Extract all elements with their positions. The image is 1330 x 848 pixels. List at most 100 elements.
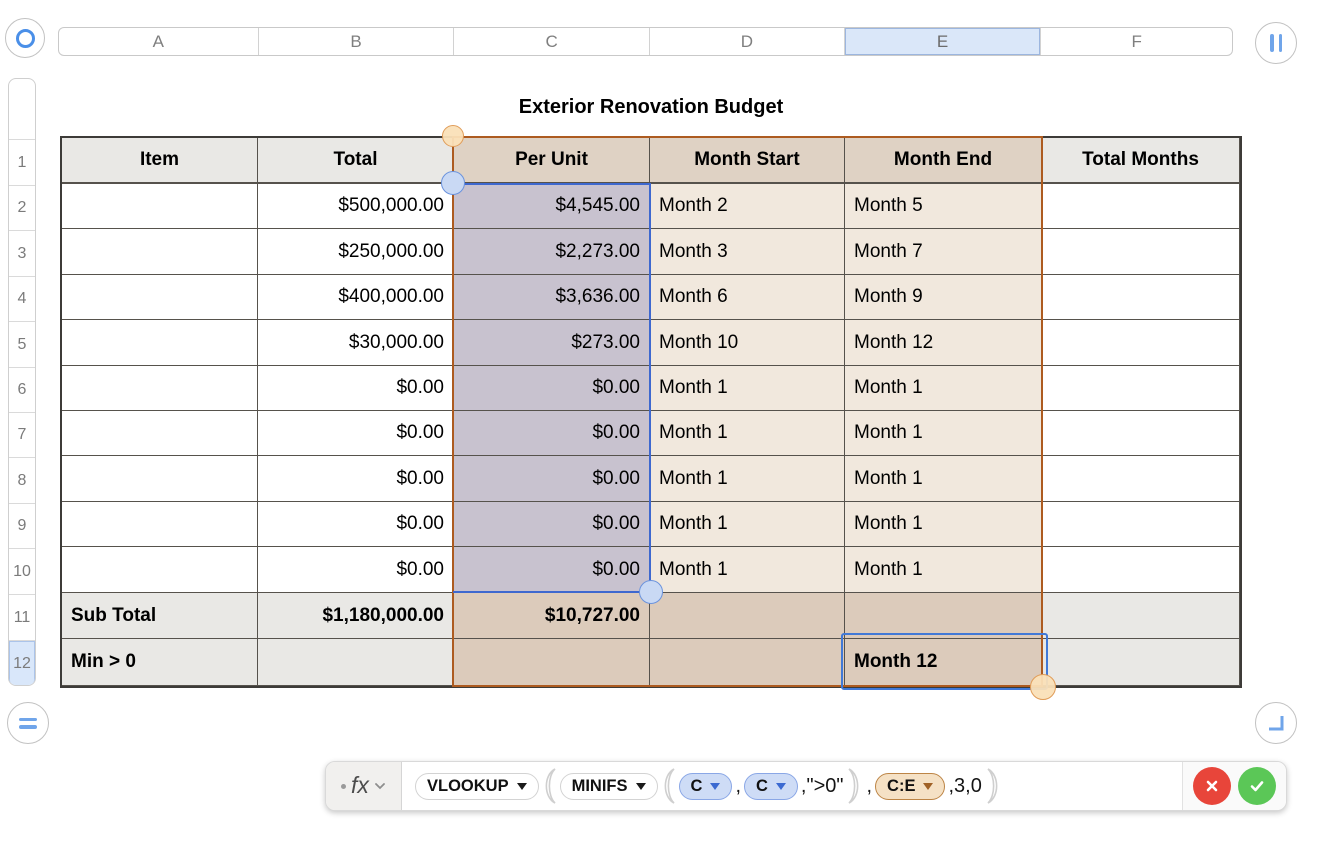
cell-E7[interactable]: Month 1 <box>845 411 1042 456</box>
row-header-2[interactable]: 2 <box>9 185 35 230</box>
cell-B4[interactable]: $400,000.00 <box>258 275 454 320</box>
cell-B1[interactable]: Total <box>258 138 454 184</box>
row-header-6[interactable]: 6 <box>9 367 35 412</box>
cell-F7[interactable] <box>1042 411 1240 456</box>
cell-A6[interactable] <box>62 366 258 411</box>
cell-A11[interactable]: Sub Total <box>62 593 258 639</box>
cell-A8[interactable] <box>62 456 258 502</box>
cell-C4[interactable]: $3,636.00 <box>454 275 650 320</box>
cell-A12[interactable]: Min > 0 <box>62 639 258 686</box>
cell-E3[interactable]: Month 7 <box>845 229 1042 275</box>
cell-C3[interactable]: $2,273.00 <box>454 229 650 275</box>
add-row-handle[interactable] <box>7 702 49 744</box>
cell-D2[interactable]: Month 2 <box>650 184 845 229</box>
cell-E8[interactable]: Month 1 <box>845 456 1042 502</box>
cell-C6[interactable]: $0.00 <box>454 366 650 411</box>
cell-D9[interactable]: Month 1 <box>650 502 845 547</box>
cancel-formula-button[interactable] <box>1193 767 1231 805</box>
orange-range-top-handle[interactable] <box>442 125 464 147</box>
cell-F10[interactable] <box>1042 547 1240 593</box>
select-table-button[interactable] <box>5 18 45 58</box>
cell-D8[interactable]: Month 1 <box>650 456 845 502</box>
row-header-10[interactable]: 10 <box>9 548 35 594</box>
cell-C2[interactable]: $4,545.00 <box>454 184 650 229</box>
cell-D4[interactable]: Month 6 <box>650 275 845 320</box>
column-header-D[interactable]: D <box>650 28 845 55</box>
cell-C8[interactable]: $0.00 <box>454 456 650 502</box>
row-header-11[interactable]: 11 <box>9 594 35 640</box>
cell-E1[interactable]: Month End <box>845 138 1042 184</box>
cell-B11[interactable]: $1,180,000.00 <box>258 593 454 639</box>
cell-D11[interactable] <box>650 593 845 639</box>
cell-B6[interactable]: $0.00 <box>258 366 454 411</box>
function-token-vlookup[interactable]: VLOOKUP <box>415 772 539 800</box>
cell-E11[interactable] <box>845 593 1042 639</box>
cell-A7[interactable] <box>62 411 258 456</box>
row-header-7[interactable]: 7 <box>9 412 35 457</box>
cell-B9[interactable]: $0.00 <box>258 502 454 547</box>
cell-C7[interactable]: $0.00 <box>454 411 650 456</box>
cell-A9[interactable] <box>62 502 258 547</box>
cell-C1[interactable]: Per Unit <box>454 138 650 184</box>
cell-F4[interactable] <box>1042 275 1240 320</box>
cell-F8[interactable] <box>1042 456 1240 502</box>
row-header-12[interactable]: 12 <box>9 640 35 685</box>
cell-E5[interactable]: Month 12 <box>845 320 1042 366</box>
cell-F12[interactable] <box>1042 639 1240 686</box>
column-header-C[interactable]: C <box>454 28 650 55</box>
cell-B12[interactable] <box>258 639 454 686</box>
cell-E6[interactable]: Month 1 <box>845 366 1042 411</box>
cell-E4[interactable]: Month 9 <box>845 275 1042 320</box>
cell-F3[interactable] <box>1042 229 1240 275</box>
cell-C10[interactable]: $0.00 <box>454 547 650 593</box>
blue-range-top-handle[interactable] <box>441 171 465 195</box>
row-header-8[interactable]: 8 <box>9 457 35 503</box>
accept-formula-button[interactable] <box>1238 767 1276 805</box>
cell-B2[interactable]: $500,000.00 <box>258 184 454 229</box>
row-header-1[interactable]: 1 <box>9 139 35 185</box>
row-header-5[interactable]: 5 <box>9 321 35 367</box>
range-token-c[interactable]: C <box>744 772 798 800</box>
cell-E12[interactable]: Month 12 <box>845 639 1042 686</box>
cell-A5[interactable] <box>62 320 258 366</box>
range-token-c[interactable]: C <box>678 772 733 800</box>
cell-A3[interactable] <box>62 229 258 275</box>
cell-D6[interactable]: Month 1 <box>650 366 845 411</box>
cell-D3[interactable]: Month 3 <box>650 229 845 275</box>
cell-B10[interactable]: $0.00 <box>258 547 454 593</box>
cell-D1[interactable]: Month Start <box>650 138 845 184</box>
table-title[interactable]: Exterior Renovation Budget <box>518 96 784 118</box>
cell-C9[interactable]: $0.00 <box>454 502 650 547</box>
cell-C5[interactable]: $273.00 <box>454 320 650 366</box>
cell-F1[interactable]: Total Months <box>1042 138 1240 184</box>
column-header-E[interactable]: E <box>844 28 1042 55</box>
cell-C12[interactable] <box>454 639 650 686</box>
cell-F11[interactable] <box>1042 593 1240 639</box>
cell-D12[interactable] <box>650 639 845 686</box>
cell-D5[interactable]: Month 10 <box>650 320 845 366</box>
add-column-handle[interactable] <box>1255 22 1297 64</box>
function-token-minifs[interactable]: MINIFS <box>559 772 658 800</box>
cell-F5[interactable] <box>1042 320 1240 366</box>
column-header-B[interactable]: B <box>259 28 455 55</box>
cell-C11[interactable]: $10,727.00 <box>454 593 650 639</box>
resize-table-handle[interactable] <box>1255 702 1297 744</box>
function-menu-button[interactable]: fx <box>326 762 402 810</box>
cell-B8[interactable]: $0.00 <box>258 456 454 502</box>
range-token-c-e[interactable]: C:E <box>875 772 946 800</box>
cell-A1[interactable]: Item <box>62 138 258 184</box>
cell-D7[interactable]: Month 1 <box>650 411 845 456</box>
cell-B7[interactable]: $0.00 <box>258 411 454 456</box>
column-header-A[interactable]: A <box>59 28 259 55</box>
cell-A4[interactable] <box>62 275 258 320</box>
cell-E10[interactable]: Month 1 <box>845 547 1042 593</box>
cell-D10[interactable]: Month 1 <box>650 547 845 593</box>
cell-B5[interactable]: $30,000.00 <box>258 320 454 366</box>
orange-range-bottom-handle[interactable] <box>1030 674 1056 700</box>
cell-A10[interactable] <box>62 547 258 593</box>
cell-B3[interactable]: $250,000.00 <box>258 229 454 275</box>
row-header-9[interactable]: 9 <box>9 503 35 548</box>
cell-E2[interactable]: Month 5 <box>845 184 1042 229</box>
column-header-F[interactable]: F <box>1131 31 1142 51</box>
blue-range-bottom-handle[interactable] <box>639 580 663 604</box>
